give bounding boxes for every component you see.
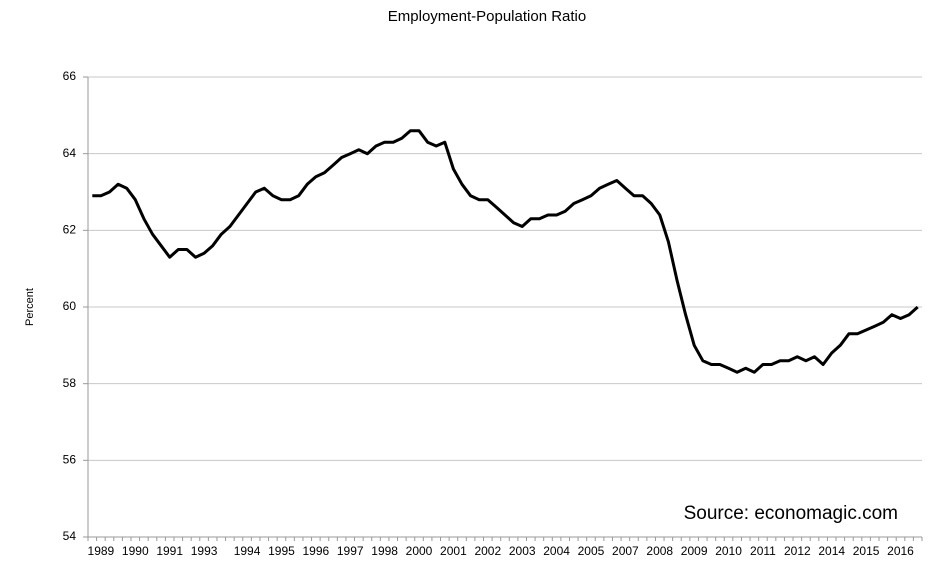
x-tick-label: 2002 bbox=[474, 544, 501, 558]
y-tick-label: 54 bbox=[63, 529, 77, 543]
x-tick-label: 1990 bbox=[122, 544, 149, 558]
y-tick-label: 62 bbox=[63, 223, 77, 237]
y-tick-label: 60 bbox=[63, 299, 77, 313]
x-tick-label: 2004 bbox=[543, 544, 570, 558]
x-tick-label: 2003 bbox=[509, 544, 536, 558]
x-tick-label: 2014 bbox=[818, 544, 845, 558]
x-tick-label: 1991 bbox=[156, 544, 183, 558]
x-tick-label: 1995 bbox=[268, 544, 295, 558]
y-tick-label: 58 bbox=[63, 376, 77, 390]
y-tick-label: 66 bbox=[63, 69, 77, 83]
x-tick-label: 2007 bbox=[612, 544, 639, 558]
line-series bbox=[92, 129, 919, 374]
y-tick-label: 56 bbox=[63, 453, 77, 467]
x-tick-label: 2015 bbox=[853, 544, 880, 558]
x-tick-label: 1997 bbox=[337, 544, 364, 558]
y-axis-label: Percent bbox=[24, 288, 36, 326]
x-tick-label: 2009 bbox=[681, 544, 708, 558]
x-tick-label: 2012 bbox=[784, 544, 811, 558]
x-tick-label: 2001 bbox=[440, 544, 467, 558]
x-tick-label: 2016 bbox=[887, 544, 914, 558]
chart-title: Employment-Population Ratio bbox=[388, 8, 586, 25]
x-tick-label: 2005 bbox=[578, 544, 605, 558]
y-tick-label: 64 bbox=[63, 146, 77, 160]
x-tick-label: 2010 bbox=[715, 544, 742, 558]
x-tick-label: 1993 bbox=[191, 544, 218, 558]
x-tick-label: 2000 bbox=[406, 544, 433, 558]
x-tick-label: 1994 bbox=[234, 544, 261, 558]
x-tick-label: 1989 bbox=[88, 544, 115, 558]
x-tick-label: 2011 bbox=[750, 544, 776, 558]
annotation: Source: economagic.com bbox=[684, 503, 898, 524]
x-tick-label: 1996 bbox=[302, 544, 329, 558]
x-tick-label: 2008 bbox=[646, 544, 673, 558]
x-tick-label: 1998 bbox=[371, 544, 398, 558]
